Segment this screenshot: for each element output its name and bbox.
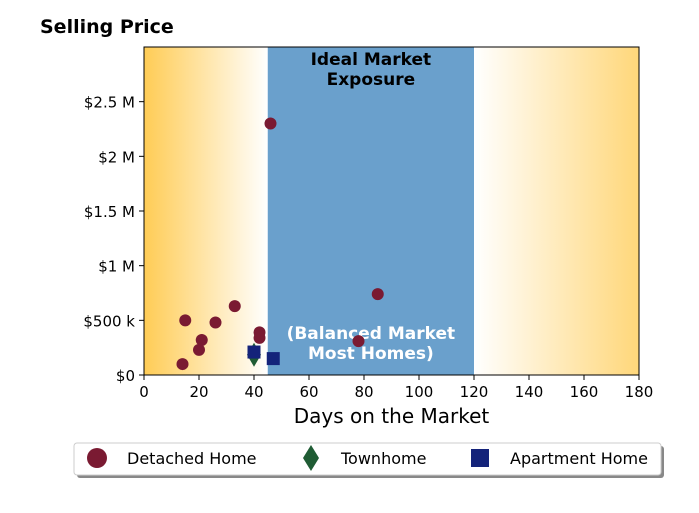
chart-legend: Detached Home Townhome Apartment Home	[73, 442, 664, 478]
detached-home-point	[228, 300, 241, 313]
detached-home-point	[193, 343, 205, 356]
y-tick-label: $1.5 M	[84, 203, 135, 221]
x-tick-label: 160	[570, 383, 599, 401]
left-gradient-region	[144, 47, 268, 375]
y-tick-label: $0	[116, 367, 135, 385]
legend-detached-home-label: Detached Home	[127, 449, 257, 468]
plot-background	[144, 47, 639, 375]
apartment-home-point	[266, 352, 280, 366]
detached-home-point	[371, 288, 384, 301]
detached-home-point	[179, 314, 192, 327]
annotation-ideal-market-line: Ideal Market	[311, 50, 432, 70]
detached-home-point	[352, 335, 365, 348]
detached-home-point	[195, 334, 208, 347]
y-tick-label: $2 M	[98, 148, 135, 166]
chart-title: Selling Price	[40, 16, 174, 38]
x-axis-label: Days on the Market	[294, 404, 490, 428]
x-tick-label: 100	[405, 383, 434, 401]
legend-apartment-home-marker	[471, 449, 489, 467]
detached-home-point	[253, 331, 266, 344]
y-tick-label: $1 M	[98, 258, 135, 276]
annotation-balanced-market-line: (Balanced Market	[287, 324, 456, 344]
chart-axes: 0 20 40 60 80 100 120 140 160 180 $0 $500 k $1 M $1.5…	[83, 46, 654, 428]
x-tick-label: 0	[139, 383, 149, 401]
x-tick-label: 60	[299, 383, 318, 401]
data-points	[176, 117, 384, 371]
annotation-balanced-market-line: Most Homes)	[308, 344, 434, 364]
legend-apartment-home-label: Apartment Home	[510, 449, 648, 468]
detached-home-point	[264, 117, 277, 130]
x-tick-label: 80	[354, 383, 373, 401]
x-tick-label: 40	[244, 383, 263, 401]
y-tick-label: $2.5 M	[84, 94, 135, 112]
detached-home-point	[176, 358, 189, 371]
y-tick-label: $500 k	[83, 312, 135, 330]
legend-box	[73, 442, 662, 476]
right-gradient-region	[474, 47, 639, 375]
apartment-home-point	[247, 345, 261, 359]
x-tick-label: 20	[189, 383, 208, 401]
legend-townhome-label: Townhome	[340, 449, 426, 468]
x-tick-label: 180	[625, 383, 654, 401]
ideal-exposure-band	[267, 47, 474, 375]
legend-townhome-marker	[303, 445, 319, 471]
x-tick-label: 120	[460, 383, 489, 401]
detached-home-point	[209, 316, 222, 329]
annotation-ideal-market-line: Exposure	[327, 70, 416, 90]
legend-detached-home-marker	[87, 448, 107, 468]
x-tick-label: 140	[515, 383, 544, 401]
